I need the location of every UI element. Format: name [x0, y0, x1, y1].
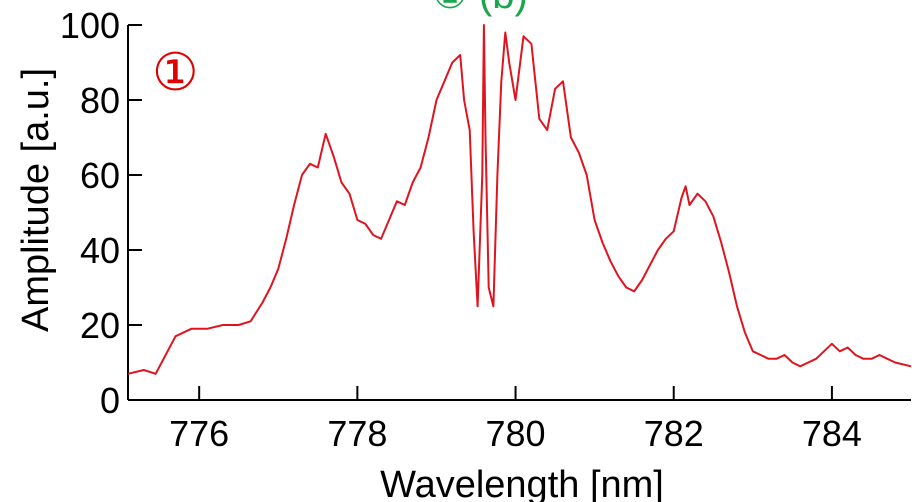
clipped-header-text: ② (b) [432, 0, 528, 17]
spectrum-line [127, 24, 912, 375]
y-tick-label: 60 [80, 155, 120, 196]
x-tick-label: 782 [644, 413, 704, 454]
y-tick-label: 20 [80, 305, 120, 346]
x-axis-ticks: 776 778 780 782 784 [169, 386, 862, 454]
y-axis-title: Amplitude [a.u.] [15, 68, 57, 332]
series-layer [127, 24, 912, 375]
y-axis-ticks: 0 20 40 60 80 100 [60, 5, 142, 421]
y-tick-label: 0 [100, 380, 120, 421]
x-tick-label: 780 [486, 413, 546, 454]
y-tick-label: 80 [80, 80, 120, 121]
y-tick-label: 100 [60, 5, 120, 46]
panel-label: ① [152, 43, 199, 103]
x-tick-label: 778 [327, 413, 387, 454]
x-tick-label: 776 [169, 413, 229, 454]
clipped-header-label: ② (b) [432, 0, 528, 17]
y-tick-label: 40 [80, 230, 120, 271]
x-tick-label: 784 [802, 413, 862, 454]
x-axis-title: Wavelength [nm] [380, 464, 664, 502]
